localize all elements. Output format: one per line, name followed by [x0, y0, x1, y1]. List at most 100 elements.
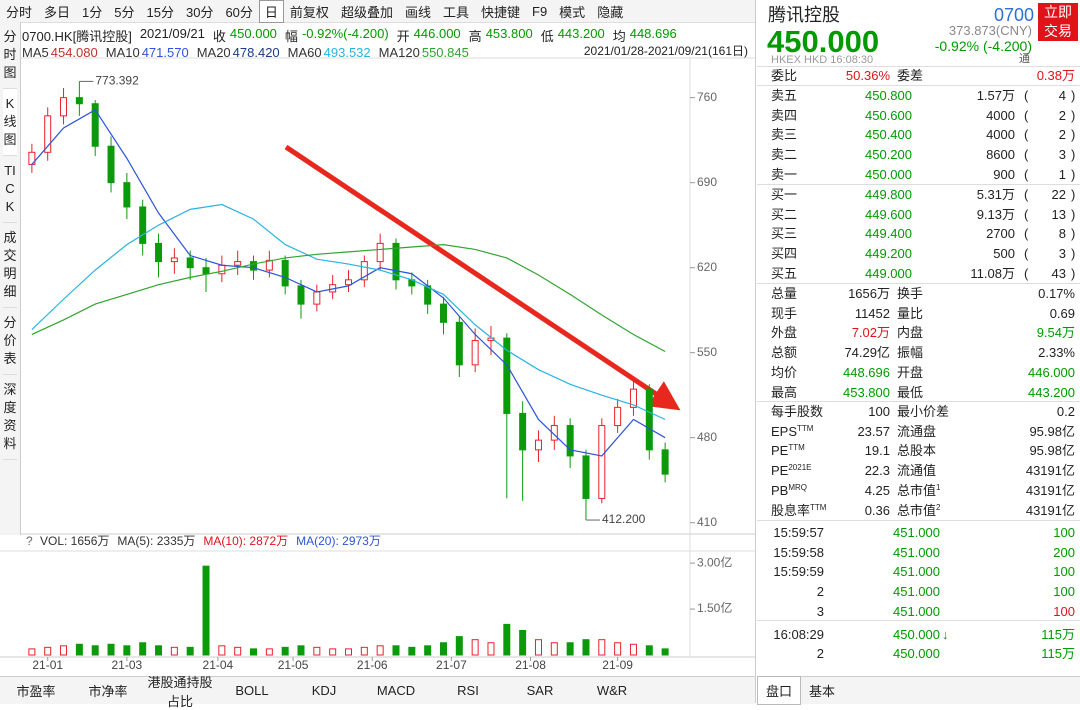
indicator-tab[interactable]: 港股通持股占比	[147, 674, 213, 709]
fund-label: 总市值1	[897, 482, 941, 497]
sidebar-tab[interactable]: TICK	[3, 156, 17, 223]
separator	[757, 184, 1080, 185]
indicator-tab[interactable]: BOLL	[235, 683, 269, 698]
book-price: 449.200	[865, 246, 912, 262]
info-item: 2021/09/21	[139, 26, 205, 41]
candle-body	[645, 388, 653, 451]
ma-name: MA60	[287, 45, 322, 60]
volume-bar	[234, 646, 242, 656]
info-item: 450.000	[229, 26, 277, 41]
toolbar-item[interactable]: 工具	[442, 4, 469, 20]
separator	[757, 401, 1080, 402]
indicator-tab[interactable]: RSI	[457, 683, 479, 698]
stat-label: 内盘	[897, 325, 924, 341]
toolbar-item[interactable]: 1分	[82, 4, 103, 20]
info-item: 453.800	[485, 26, 533, 41]
book-label: 卖二	[771, 147, 798, 163]
toolbar-item[interactable]: 日	[258, 0, 284, 23]
fund-label: 总股本	[897, 444, 936, 457]
quote-tab[interactable]: 基本	[809, 684, 836, 699]
candle-body	[439, 303, 447, 323]
toolbar-item[interactable]: 15分	[146, 4, 174, 20]
book-count: 8	[1058, 226, 1066, 242]
vol-legend: MA(5): 2335万	[117, 534, 195, 548]
toolbar-item[interactable]: 5分	[114, 4, 135, 20]
book-label: 买四	[771, 246, 798, 262]
book-price: 449.400	[865, 226, 912, 242]
volume-bar	[329, 648, 337, 656]
sidebar-tab[interactable]: K线图	[3, 89, 17, 156]
info-item: 443.200	[557, 26, 605, 41]
toolbar-item[interactable]: 快捷键	[480, 4, 520, 20]
toolbar-item[interactable]: 60分	[225, 4, 253, 20]
candle-body	[471, 340, 479, 366]
fund-value: 43191亿	[1025, 482, 1075, 498]
trade-price: 451.000	[893, 584, 940, 600]
indicator-tabs: 市盈率 市净率 港股通持股占比 BOLL KDJ MACD RSI SAR W&R	[0, 675, 755, 709]
vol-legend: MA(20): 2973万	[296, 534, 381, 548]
quote-tab[interactable]: 盘口	[757, 676, 802, 705]
change: -0.92% (-4.200)	[934, 38, 1032, 54]
x-tick-label: 21-04	[203, 658, 234, 672]
volume-bar	[265, 648, 273, 656]
candle-body	[566, 425, 574, 457]
volume-bar	[75, 643, 83, 656]
paren: (	[1024, 187, 1029, 202]
sidebar-tab[interactable]: 成交明细	[3, 223, 17, 308]
candle-body	[455, 321, 463, 366]
indicator-tab[interactable]: 市净率	[88, 684, 128, 699]
y-tick-label: 690	[697, 175, 717, 189]
book-vol: 4000	[986, 107, 1015, 123]
trade-price: 451.000	[893, 525, 940, 540]
paren: (	[1024, 127, 1029, 143]
trade-time: 15:59:58	[773, 544, 824, 560]
fund-label-sup: 1	[936, 482, 941, 492]
paren: )	[1071, 226, 1076, 242]
paren: )	[1071, 127, 1076, 143]
toolbar-item[interactable]: 模式	[559, 4, 586, 20]
book-vol: 8600	[986, 147, 1015, 163]
fund-value: 23.57	[857, 423, 890, 439]
stat-value: 7.02万	[851, 325, 890, 341]
volume-bar	[471, 639, 479, 656]
candle-body	[550, 425, 558, 441]
paren: )	[1071, 246, 1076, 262]
toolbar-item[interactable]: 画线	[404, 4, 431, 20]
sidebar: 分时图 K线图 TICK 成交明细 分价表 深度资料	[0, 22, 21, 535]
ma-name: MA10	[105, 45, 140, 60]
info-item: 0700.HK[腾讯控股]	[22, 29, 132, 44]
toolbar-item[interactable]: 30分	[185, 4, 214, 20]
indicator-tab[interactable]: KDJ	[311, 683, 337, 698]
toolbar-item[interactable]: 多日	[44, 4, 71, 20]
book-label: 买二	[771, 206, 798, 222]
sidebar-tab[interactable]: 深度资料	[3, 375, 17, 460]
low-label: 412.200	[602, 512, 646, 526]
indicator-tab[interactable]: W&R	[596, 683, 628, 698]
toolbar-item[interactable]: 超级叠加	[340, 4, 393, 20]
indicator-tab[interactable]: 市盈率	[16, 684, 56, 699]
toolbar-item[interactable]: 前复权	[289, 4, 329, 20]
trade-button[interactable]: 立即交易	[1038, 3, 1078, 41]
fund-label-text: 总股本	[897, 443, 937, 459]
volume-bar	[170, 646, 178, 656]
x-tick-label: 21-03	[112, 658, 143, 672]
toolbar-item[interactable]: 隐藏	[597, 4, 624, 20]
toolbar-item[interactable]: F9	[532, 3, 548, 19]
sidebar-tab[interactable]: 分价表	[3, 308, 17, 375]
stat-value: 443.200	[1028, 384, 1075, 400]
fund-label-text: PE	[771, 463, 789, 479]
book-price: 449.600	[865, 206, 912, 222]
indicator-tab[interactable]: MACD	[376, 683, 416, 698]
trade-time: 16:08:29	[773, 626, 824, 642]
candle-body	[107, 145, 115, 184]
toolbar-item[interactable]: 分时	[6, 4, 33, 20]
fund-label-sup: 2	[936, 502, 941, 512]
paren: (	[1024, 265, 1029, 281]
book-count: 2	[1058, 107, 1066, 123]
sidebar-tab[interactable]: 分时图	[3, 22, 17, 89]
candle-body	[503, 337, 511, 414]
ma-line	[31, 203, 666, 421]
paren: )	[1071, 88, 1076, 103]
trade-price: 451.000	[893, 544, 940, 560]
indicator-tab[interactable]: SAR	[526, 683, 554, 698]
